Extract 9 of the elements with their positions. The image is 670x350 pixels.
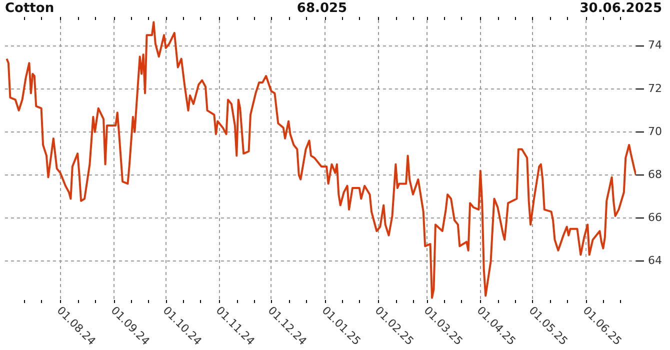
y-tick-label: 74 (648, 38, 662, 52)
y-tick-label: 68 (648, 168, 662, 181)
y-tick-label: 64 (648, 254, 662, 268)
chart-subtitle: 68.025 (296, 1, 348, 16)
y-tick-label: 72 (648, 82, 662, 95)
y-tick-label: 70 (648, 124, 662, 138)
text: 30.06.2025 (580, 1, 662, 16)
chart-title: Cotton (5, 1, 54, 16)
y-tick-label: 66 (648, 211, 662, 224)
